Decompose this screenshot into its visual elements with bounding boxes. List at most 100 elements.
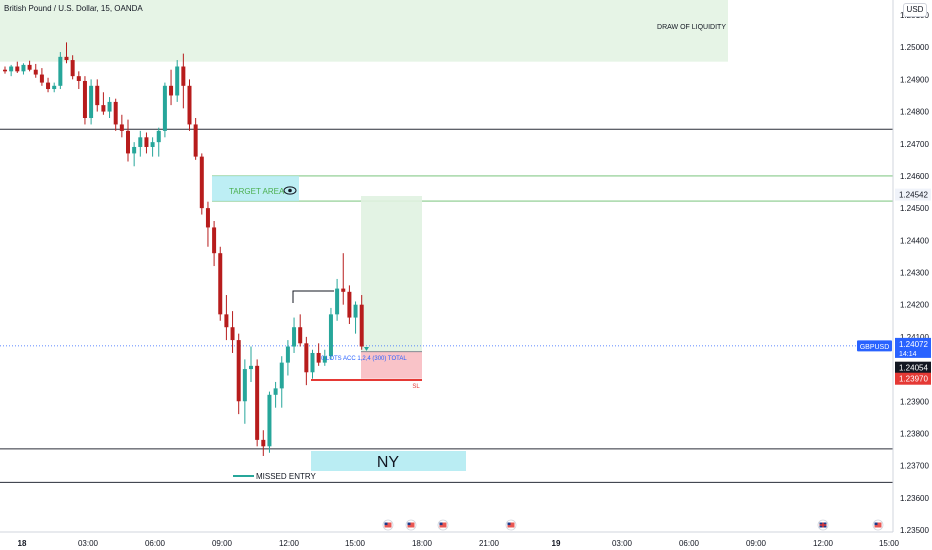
x-tick-label: 12:00 — [813, 539, 834, 548]
us-flag-icon-stripes — [407, 522, 415, 528]
candle-body — [156, 130, 161, 143]
x-tick-label: 06:00 — [145, 539, 166, 548]
candle-body — [126, 130, 130, 154]
candle-body — [328, 314, 333, 357]
y-tick-label: 1.24900 — [900, 75, 929, 84]
y-tick-label: 1.23500 — [900, 526, 929, 535]
us-flag-icon-canton — [439, 522, 443, 526]
candle-body — [279, 362, 284, 389]
currency-button[interactable]: USD — [903, 3, 927, 17]
y-tick-label: 1.23800 — [900, 429, 929, 438]
entry-marker-icon — [364, 347, 369, 351]
candle-body — [193, 124, 198, 157]
x-tick-label: 15:00 — [879, 539, 900, 548]
x-tick-label: 03:00 — [78, 539, 99, 548]
x-tick-label: 06:00 — [679, 539, 700, 548]
countdown-label: 14:14 — [899, 351, 917, 358]
candle-body — [242, 369, 247, 402]
candle-body — [101, 105, 106, 112]
sl-label: SL — [412, 384, 420, 390]
y-tick-label: 1.24200 — [900, 301, 929, 310]
candle-body — [335, 288, 340, 315]
candle-body — [169, 85, 174, 96]
x-tick-label: 03:00 — [612, 539, 633, 548]
candle-body — [52, 85, 57, 90]
candle-body — [39, 74, 44, 83]
eye-icon — [283, 186, 297, 195]
eye-icon-pupil — [288, 188, 292, 193]
stop-price-label: 1.23970 — [899, 375, 928, 384]
candle-body — [236, 340, 241, 402]
candle-body — [322, 356, 327, 363]
candle-body — [89, 85, 94, 118]
x-tick-label: 18:00 — [412, 539, 433, 548]
position-info-label: 0 LOTS ACC 1,2,4 (300) TOTAL — [321, 356, 407, 362]
candle-body — [113, 101, 118, 125]
us-flag-icon-canton — [407, 522, 411, 526]
candle-body — [292, 327, 297, 347]
y-tick-label: 1.23700 — [900, 462, 929, 471]
candle-body — [273, 388, 278, 395]
candle-body — [162, 85, 167, 131]
candle-body — [310, 352, 315, 373]
candle-body — [150, 142, 155, 147]
candle-body — [218, 253, 223, 315]
candle-body — [107, 101, 112, 112]
candle-body — [298, 327, 303, 344]
position-loss-zone — [361, 351, 422, 379]
ny-session-zone — [311, 451, 466, 471]
x-tick-label: 18 — [18, 539, 27, 548]
stop-price-box — [895, 372, 931, 385]
position-profit-zone — [361, 196, 422, 352]
x-tick-label: 09:00 — [212, 539, 233, 548]
y-tick-label: 1.24100 — [900, 333, 929, 342]
target-area-label: TARGET AREA — [229, 187, 285, 196]
x-tick-label: 12:00 — [279, 539, 300, 548]
candle-body — [76, 76, 81, 81]
candle-body — [205, 208, 210, 228]
candle-body — [261, 439, 266, 447]
draw-of-liquidity-zone — [0, 0, 728, 62]
y-tick-label: 1.24700 — [900, 140, 929, 149]
y-tick-label: 1.24600 — [900, 172, 929, 181]
symbol-tag-box — [857, 340, 892, 352]
x-tick-label: 09:00 — [746, 539, 767, 548]
us-flag-icon-canton — [384, 522, 388, 526]
us-flag-icon-stripes — [439, 522, 447, 528]
candle-body — [304, 343, 309, 373]
range-bracket — [292, 290, 334, 303]
y-tick-label: 1.24800 — [900, 108, 929, 117]
price-label-box — [895, 188, 931, 201]
candle-body — [187, 85, 192, 125]
candle-body — [3, 69, 7, 72]
y-tick-label: 1.24500 — [900, 204, 929, 213]
candle-body — [353, 304, 358, 318]
current-price-label: 1.24072 — [899, 340, 928, 349]
price-label: 1.24542 — [899, 191, 928, 200]
candle-body — [9, 66, 14, 72]
candle-body — [82, 80, 87, 118]
candle-body — [255, 365, 260, 440]
candle-body — [21, 64, 26, 72]
candle-body — [15, 66, 20, 72]
candle-body — [138, 137, 143, 147]
ny-label: NY — [377, 454, 400, 471]
symbol-tag-label: GBPUSD — [860, 344, 890, 351]
entry-price-box — [895, 361, 931, 374]
draw-of-liquidity-label: DRAW OF LIQUIDITY — [657, 24, 726, 31]
candle-body — [144, 137, 149, 147]
us-flag-icon-canton — [507, 522, 511, 526]
us-flag-icon-canton — [874, 522, 878, 526]
candle-body — [58, 56, 63, 86]
candle-body — [175, 66, 180, 96]
candle-body — [27, 64, 32, 70]
y-tick-label: 1.23900 — [900, 397, 929, 406]
y-tick-label: 1.24300 — [900, 269, 929, 278]
us-flag-icon-stripes — [507, 522, 515, 528]
candle-body — [119, 124, 124, 131]
candle-body — [70, 60, 75, 77]
candle-body — [224, 314, 229, 328]
candle-body — [46, 82, 51, 90]
candle-body — [230, 327, 235, 341]
